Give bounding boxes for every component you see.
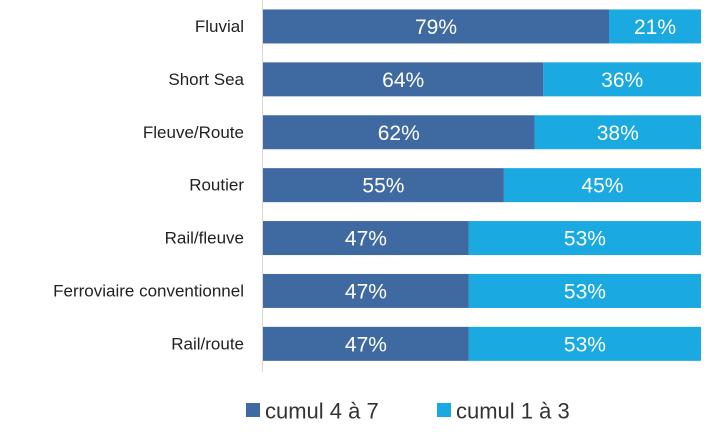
data-label-cumul-4-7-rail-route: 47% <box>345 333 387 356</box>
data-label-cumul-1-3-rail-fleuve: 53% <box>564 228 606 251</box>
bar-segment-cumul-1-3-short-sea <box>543 62 701 97</box>
bar-segment-cumul-4-7-fleuve-route <box>263 115 535 150</box>
bar-segment-cumul-1-3-rail-route <box>468 326 701 361</box>
data-label-cumul-1-3-short-sea: 36% <box>601 69 643 92</box>
category-label-rail-route: Rail/route <box>171 334 244 353</box>
bar-segment-cumul-1-3-routier <box>503 168 701 203</box>
legend-label-cumul-1-3: cumul 1 à 3 <box>456 399 570 424</box>
data-label-cumul-1-3-ferroviaire-conventionnel: 53% <box>564 280 606 303</box>
bar-segment-cumul-4-7-rail-route <box>263 326 469 361</box>
data-label-cumul-4-7-rail-fleuve: 47% <box>345 228 387 251</box>
data-label-cumul-1-3-fluvial: 21% <box>634 16 676 39</box>
bar-segment-cumul-4-7-ferroviaire-conventionnel <box>263 273 469 308</box>
data-label-cumul-4-7-fleuve-route: 62% <box>378 122 420 145</box>
category-label-fleuve-route: Fleuve/Route <box>143 123 244 142</box>
data-label-cumul-4-7-short-sea: 64% <box>382 69 424 92</box>
data-label-cumul-1-3-fleuve-route: 38% <box>597 122 639 145</box>
bar-segment-cumul-1-3-fleuve-route <box>534 115 701 150</box>
category-label-ferroviaire-conventionnel: Ferroviaire conventionnel <box>53 281 244 300</box>
data-label-cumul-4-7-fluvial: 79% <box>415 16 457 39</box>
bar-segment-cumul-1-3-rail-fleuve <box>468 221 701 256</box>
bar-segment-cumul-4-7-rail-fleuve <box>263 221 469 256</box>
data-labels-layer: 79% 21% 64% 36% 62% 38% 55% 45% 47% 53% 47% 53% 47% 5… <box>345 16 676 356</box>
bar-segment-cumul-4-7-short-sea <box>263 62 544 97</box>
legend-swatch-cumul-1-3 <box>437 403 451 417</box>
data-label-cumul-4-7-ferroviaire-conventionnel: 47% <box>345 280 387 303</box>
category-label-rail-fleuve: Rail/fleuve <box>165 229 244 248</box>
data-label-cumul-1-3-routier: 45% <box>581 175 623 198</box>
bars-layer <box>263 9 701 361</box>
bar-segment-cumul-1-3-fluvial <box>609 9 701 44</box>
bar-segment-cumul-4-7-routier <box>263 168 504 203</box>
legend: cumul 4 à 7 cumul 1 à 3 <box>246 399 570 424</box>
bar-segment-cumul-4-7-fluvial <box>263 9 610 44</box>
data-label-cumul-4-7-routier: 55% <box>362 175 404 198</box>
category-label-fluvial: Fluvial <box>195 17 244 36</box>
category-label-routier: Routier <box>189 176 244 195</box>
legend-swatch-cumul-4-7 <box>246 403 260 417</box>
bar-segment-cumul-1-3-ferroviaire-conventionnel <box>468 273 701 308</box>
category-label-short-sea: Short Sea <box>168 70 244 89</box>
legend-label-cumul-4-7: cumul 4 à 7 <box>265 399 379 424</box>
category-labels-layer: Fluvial Short Sea Fleuve/Route Routier Rail/… <box>53 17 244 353</box>
data-label-cumul-1-3-rail-route: 53% <box>564 333 606 356</box>
